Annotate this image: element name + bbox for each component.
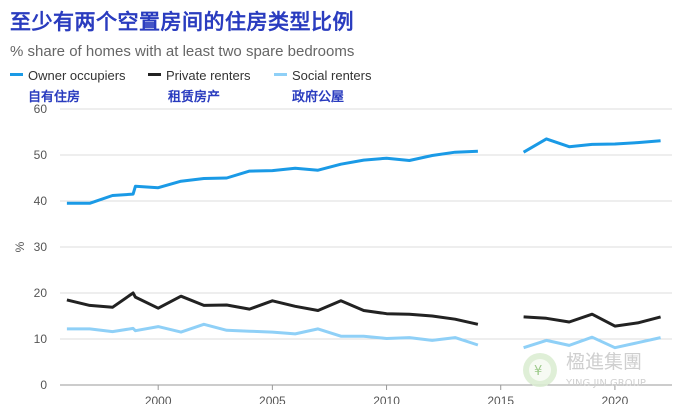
legend-item-private[interactable]: Private renters 租赁房产 (148, 68, 251, 105)
y-tick-label: 20 (34, 286, 48, 300)
grid-lines (60, 108, 672, 386)
chart-subtitle: % share of homes with at least two spare… (10, 43, 355, 60)
watermark-brand-cn: 楹進集團 (566, 351, 642, 373)
legend-item-social[interactable]: Social renters 政府公屋 (274, 68, 371, 105)
logo-icon: ¥ 楹進集團 YING JIN GROUP (523, 351, 646, 389)
watermark-brand-en: YING JIN GROUP (565, 378, 646, 389)
y-tick-label: 40 (34, 194, 48, 208)
x-tick-label: 2000 (145, 394, 172, 404)
legend-item-owner[interactable]: Owner occupiers 自有住房 (10, 68, 126, 105)
x-tick-label: 2015 (487, 394, 514, 404)
legend-label-private: Private renters (166, 68, 251, 83)
chart-title: 至少有两个空置房间的住房类型比例 (10, 10, 354, 34)
y-tick-label: 30 (34, 240, 48, 254)
legend-label-owner: Owner occupiers (28, 68, 126, 83)
series-line-private-segment-1 (66, 291, 479, 326)
y-axis: 0 10 20 30 40 50 60 (34, 102, 48, 392)
legend-swatch-private (148, 73, 161, 77)
x-tick-label: 2005 (259, 394, 286, 404)
svg-text:¥: ¥ (534, 364, 542, 379)
y-tick-label: 60 (34, 102, 48, 116)
series-line-owner-segment-1 (66, 149, 478, 205)
series-line-social-segment-2 (523, 335, 661, 350)
y-tick-label: 10 (34, 332, 48, 346)
x-tick-label: 2010 (373, 394, 400, 404)
series-line-private-segment-2 (523, 312, 661, 328)
watermark-logo: ¥ 楹進集團 YING JIN GROUP (520, 340, 670, 402)
legend-label-owner-cn: 自有住房 (28, 90, 81, 105)
legend-swatch-owner (10, 73, 23, 77)
x-tick-label: 2020 (602, 394, 629, 404)
legend-label-social: Social renters (292, 68, 372, 83)
y-tick-label: 0 (40, 378, 47, 392)
series-line-social-segment-1 (66, 322, 479, 347)
legend-label-social-cn: 政府公屋 (292, 90, 345, 105)
y-axis-label: % (13, 241, 27, 252)
legend-swatch-social (274, 73, 287, 77)
legend-label-private-cn: 租赁房产 (168, 90, 221, 105)
y-tick-label: 50 (34, 148, 48, 162)
x-axis: 2000 2005 2010 2015 2020 (145, 385, 629, 404)
series-line-owner-segment-2 (522, 137, 661, 154)
series-lines (66, 137, 661, 350)
